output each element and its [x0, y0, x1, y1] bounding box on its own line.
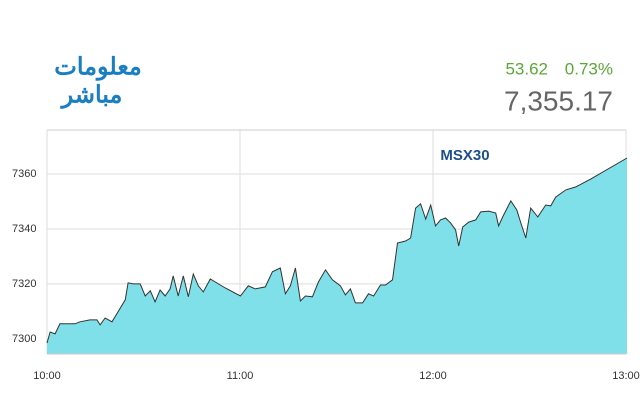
x-tick-label: 11:00: [227, 370, 254, 382]
x-tick-label: 10:00: [33, 370, 61, 382]
change-percent: 0.73%: [565, 59, 613, 78]
line: [46, 157, 628, 344]
logo-line1: معلومات: [54, 53, 142, 81]
logo-line2: مباشر: [60, 81, 123, 109]
area: [47, 158, 627, 354]
y-tick-label: 7300: [12, 333, 36, 345]
y-tick-label: 7360: [12, 168, 36, 180]
y-tick-label: 7320: [12, 278, 36, 290]
y-tick-label: 7340: [12, 223, 36, 235]
x-tick-label: 13:00: [612, 370, 640, 382]
x-tick-label: 12:00: [419, 370, 447, 382]
change: 53.62: [505, 59, 548, 78]
series-label: MSX30: [440, 147, 489, 164]
last-price: 7,355.17: [504, 85, 613, 116]
